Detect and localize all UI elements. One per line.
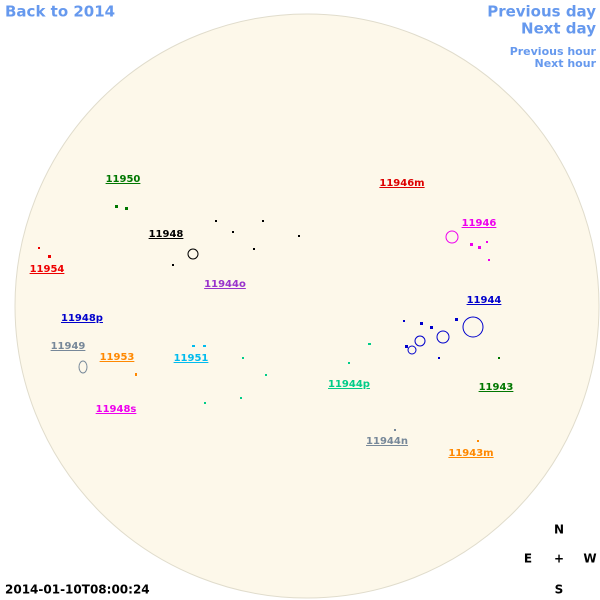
compass-north: N bbox=[554, 523, 564, 537]
region-label[interactable]: 11944o bbox=[204, 279, 246, 290]
region-label[interactable]: 11948p bbox=[61, 313, 103, 324]
compass-south: S bbox=[555, 583, 564, 597]
region-label[interactable]: 11943 bbox=[479, 382, 514, 393]
next-day-link[interactable]: Next day bbox=[521, 20, 596, 38]
region-label[interactable]: 11944n bbox=[366, 436, 408, 447]
region-label[interactable]: 11946m bbox=[379, 178, 424, 189]
region-label[interactable]: 11943m bbox=[448, 448, 493, 459]
region-label[interactable]: 11949 bbox=[51, 341, 86, 352]
region-label[interactable]: 11953 bbox=[100, 352, 135, 363]
region-label[interactable]: 11950 bbox=[106, 174, 141, 185]
compass-center: + bbox=[554, 552, 564, 566]
back-link[interactable]: Back to 2014 bbox=[5, 3, 115, 21]
previous-hour-link[interactable]: Previous hour bbox=[510, 45, 597, 58]
sunspots bbox=[38, 205, 500, 442]
timestamp: 2014-01-10T08:00:24 bbox=[5, 583, 150, 597]
region-label[interactable]: 11944p bbox=[328, 379, 370, 390]
region-label[interactable]: 11944 bbox=[467, 295, 502, 306]
previous-day-link[interactable]: Previous day bbox=[487, 3, 596, 21]
region-label[interactable]: 11951 bbox=[174, 353, 209, 364]
compass-west: W bbox=[583, 552, 596, 566]
region-label[interactable]: 11948 bbox=[149, 229, 184, 240]
next-hour-link[interactable]: Next hour bbox=[535, 57, 597, 70]
compass-east: E bbox=[524, 552, 532, 566]
solar-disk bbox=[14, 13, 600, 599]
region-label[interactable]: 11946 bbox=[462, 218, 497, 229]
region-label[interactable]: 11948s bbox=[96, 404, 137, 415]
region-label[interactable]: 11954 bbox=[30, 264, 65, 275]
